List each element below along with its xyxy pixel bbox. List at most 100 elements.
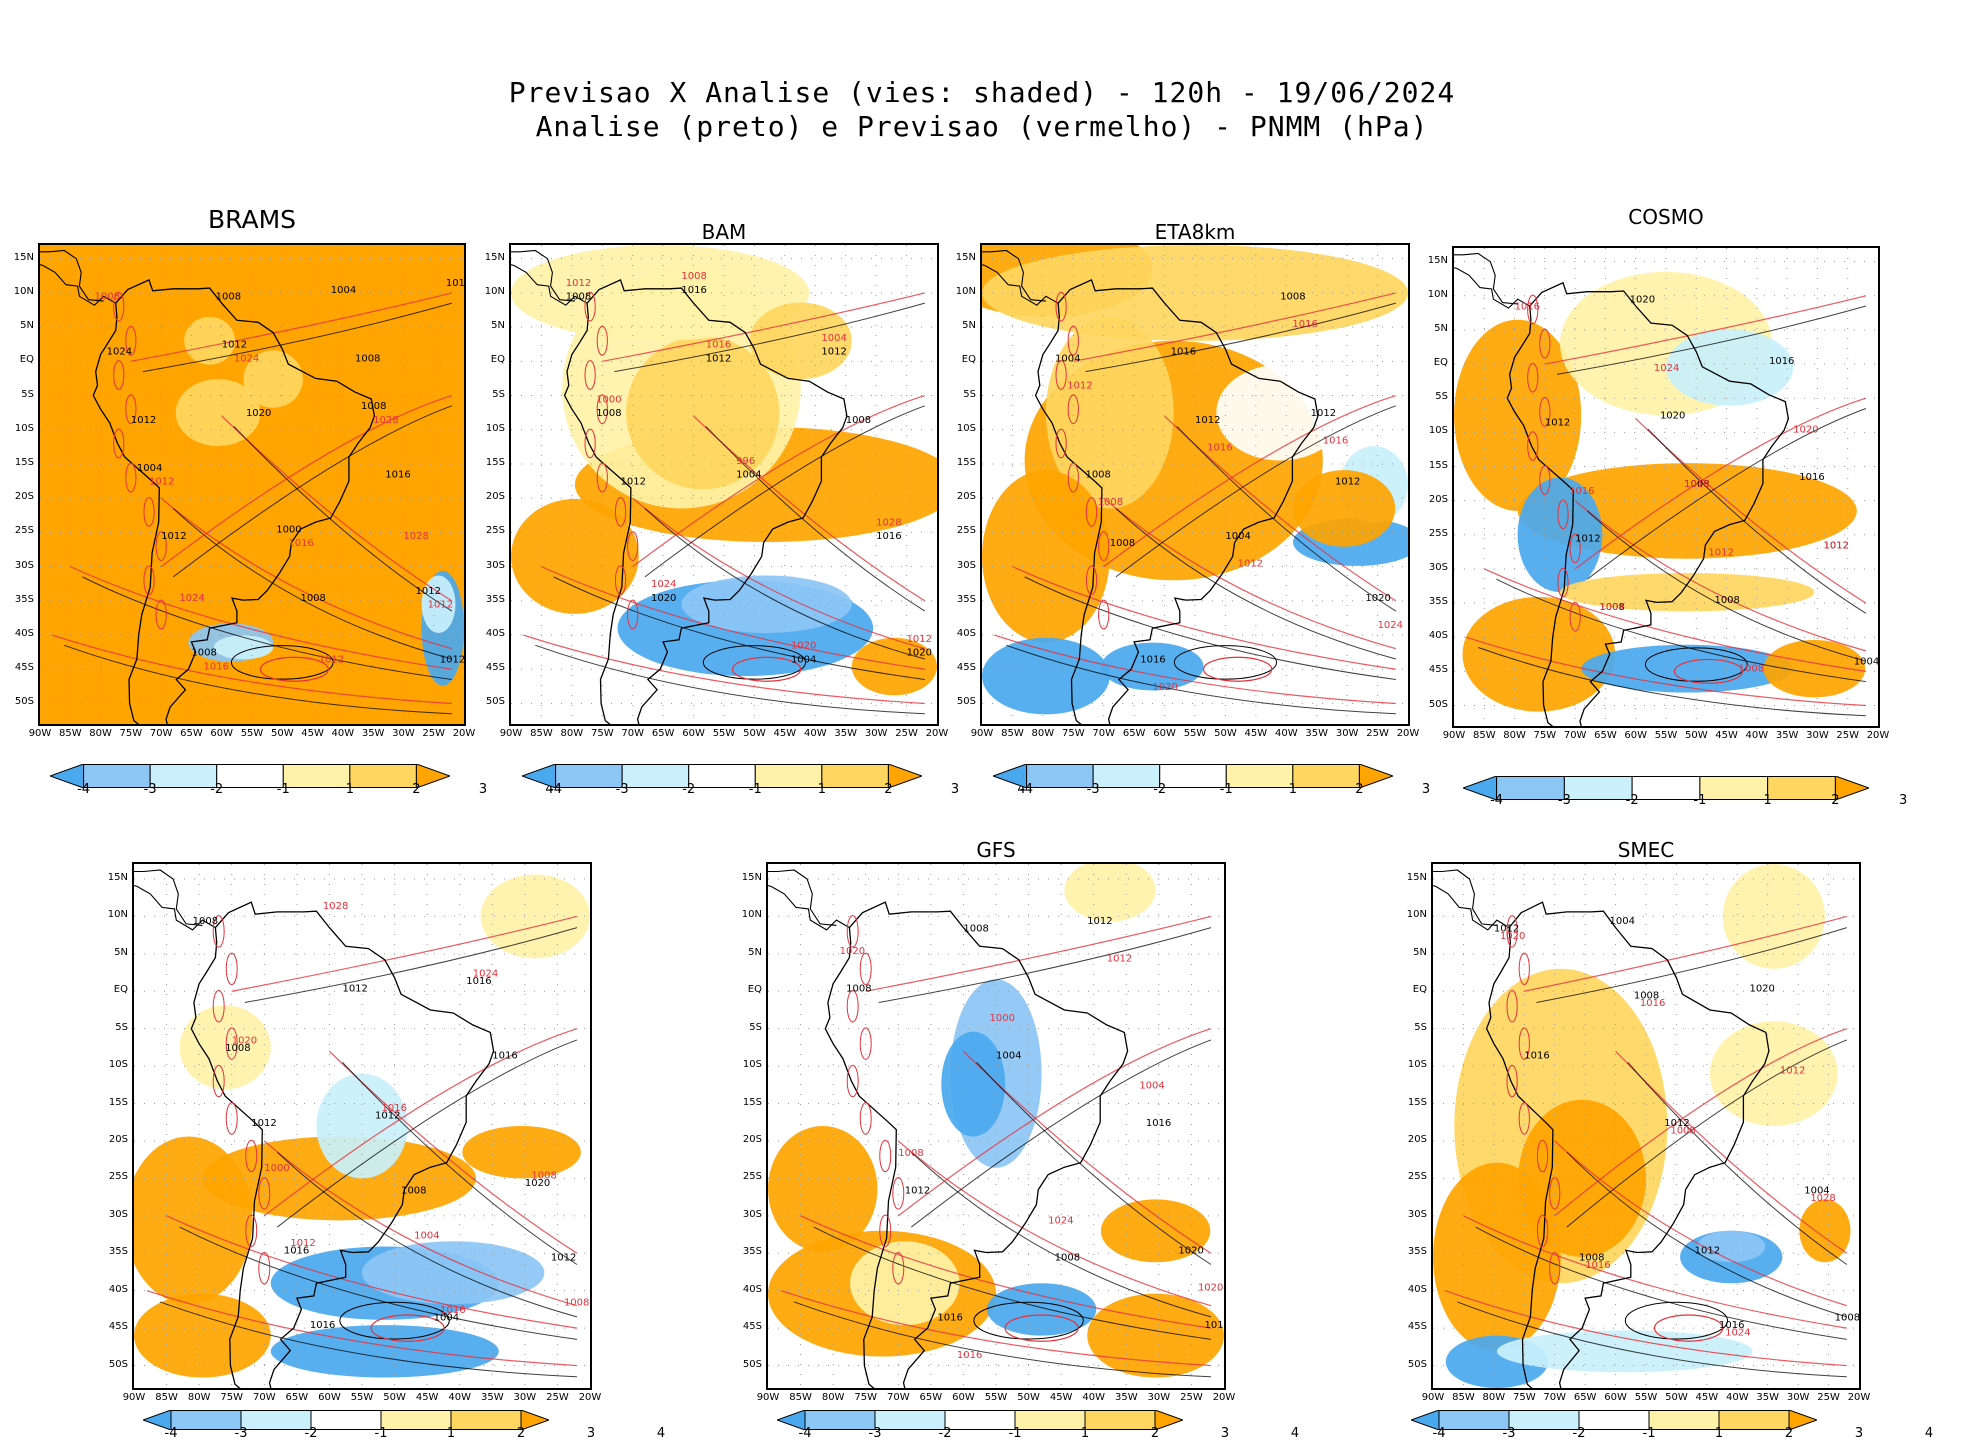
forecast-isobar-label: 1024	[1378, 620, 1403, 631]
latitude-tick-label: 25S	[1428, 527, 1448, 539]
longitude-tick-label: 70W	[149, 728, 173, 739]
latitude-tick-label: 5N	[1413, 946, 1427, 958]
longitude-tick-label: 30W	[1335, 728, 1359, 739]
bias-region	[1799, 1199, 1851, 1263]
forecast-isobar	[1518, 952, 1530, 986]
latitude-tick-label: 50S	[1407, 1358, 1427, 1370]
forecast-isobar	[522, 634, 925, 705]
bias-region	[1100, 1199, 1211, 1263]
longitude-tick-label: 25W	[1180, 1392, 1203, 1403]
analysis-isobar-label: 1012	[222, 340, 247, 351]
latitude-tick-label: 20S	[1407, 1133, 1427, 1145]
colorbar-label: 3	[1421, 782, 1431, 797]
longitude-tick-label: 25W	[546, 1392, 569, 1403]
forecast-isobar-label: 996	[736, 456, 755, 467]
forecast-isobar	[1098, 599, 1110, 630]
bias-region	[462, 1126, 581, 1179]
latitude-tick-label: 5S	[21, 388, 34, 400]
longitude-tick-label: 35W	[1305, 728, 1329, 739]
longitude-tick-label: 80W	[560, 728, 584, 739]
forecast-isobar	[800, 1215, 1212, 1329]
latitude-tick-label: 5S	[492, 388, 505, 400]
longitude-tick-label: 20W	[1396, 728, 1420, 739]
forecast-isobar	[627, 531, 639, 561]
forecast-isobar	[225, 1102, 238, 1135]
bias-region	[1517, 463, 1857, 559]
longitude-tick-label: 20W	[1847, 1392, 1871, 1403]
analysis-isobar-label: 1008	[1599, 602, 1624, 613]
forecast-isobar	[1539, 328, 1551, 359]
longitude-tick-label: 40W	[1745, 730, 1769, 741]
forecast-isobar-label: 1028	[1810, 1193, 1835, 1204]
longitude-tick-label: 60W	[210, 728, 234, 739]
map-canvas: 1008 1012 1012 1004 1008 1016 1020 1004 1008 1012…	[982, 245, 1408, 724]
forecast-isobar-label: 1020	[1198, 1283, 1223, 1294]
analysis-isobar-label: 1008	[1634, 991, 1659, 1002]
coastline-central-america	[1454, 252, 1530, 309]
forecast-isobar	[1518, 1027, 1530, 1060]
latitude-tick-label: 15N	[107, 871, 128, 883]
bias-region	[1709, 1021, 1838, 1126]
analysis-isobar-label: 1004	[1854, 657, 1878, 668]
colorbar-label: -2	[210, 782, 224, 797]
coastline-central-america	[134, 869, 216, 931]
longitude-tick-label: 85W	[155, 1392, 178, 1403]
latitude-tick-label: 45S	[1407, 1321, 1427, 1333]
latitude-tick-label: 45S	[956, 662, 976, 674]
latitude-tick-label: 10S	[485, 422, 505, 434]
longitude-tick-label: 75W	[1512, 1392, 1536, 1403]
latitude-tick-label: 15S	[108, 1096, 128, 1108]
latitude-tick-label: 35S	[485, 593, 505, 605]
longitude-tick-label: 40W	[1274, 728, 1298, 739]
bias-region	[184, 316, 236, 365]
latitude-tick-label: 50S	[1428, 698, 1448, 710]
bias-region	[982, 470, 1110, 643]
longitude-tick-label: 30W	[864, 728, 888, 739]
longitude-tick-label: 60W	[682, 728, 705, 739]
forecast-isobar	[1574, 397, 1867, 570]
forecast-isobar	[245, 1139, 258, 1173]
colorbar-label: 3	[1899, 793, 1908, 808]
bias-region	[316, 1073, 408, 1179]
forecast-isobar	[1055, 360, 1067, 390]
longitude-tick-label: 30W	[1147, 1392, 1171, 1403]
forecast-isobar-label: 1028	[373, 415, 398, 426]
analysis-isobar-label: 1008	[1835, 1313, 1859, 1324]
latitude-tick-label: 15N	[1406, 871, 1427, 883]
forecast-isobar-label: 1004	[1599, 602, 1624, 613]
analysis-isobar-label: 1012	[1195, 415, 1220, 426]
latitude-tick-label: 25S	[108, 1171, 128, 1183]
colorbar-label: -1	[748, 782, 762, 797]
latitude-tick-label: 50S	[742, 1358, 762, 1370]
forecast-isobar-label: 1016	[1207, 442, 1232, 453]
longitude-tick-label: 35W	[361, 728, 385, 739]
colorbar-label: -2	[682, 782, 696, 797]
forecast-isobar	[130, 292, 453, 362]
forecast-isobar	[596, 462, 608, 493]
latitude-tick-label: 5N	[1434, 322, 1448, 334]
forecast-isobar	[846, 990, 859, 1023]
analysis-isobar-label: 1008	[566, 292, 591, 303]
forecast-isobar	[146, 1290, 578, 1367]
latitude-tick-label: 35S	[108, 1246, 128, 1258]
latitude-tick-label: 5N	[20, 320, 34, 332]
bias-region	[243, 350, 303, 408]
latitude-tick-label: EQ	[113, 984, 128, 996]
analysis-isobar-label: 1016	[681, 285, 706, 296]
forecast-isobar-label: 1004	[1139, 1081, 1164, 1092]
forecast-isobar-label: 1020	[1793, 424, 1818, 435]
longitude-tick-label: 90W	[122, 1392, 146, 1403]
forecast-isobar-label: 1012	[566, 278, 591, 289]
forecast-isobar	[1506, 915, 1518, 948]
analysis-isobar-label: 1008	[596, 408, 621, 419]
colorbar-label: -4	[1490, 793, 1504, 808]
analysis-isobar-label: 1012	[621, 477, 646, 488]
forecast-isobar-label: 1016	[1569, 486, 1594, 497]
analysis-isobar-label: 1016	[1799, 472, 1824, 483]
forecast-isobar	[263, 1028, 578, 1217]
colorbar-label: 1	[817, 782, 826, 797]
analysis-isobar-label: 1008	[1085, 470, 1110, 481]
analysis-isobar-label: 1020	[246, 408, 271, 419]
forecast-isobar	[1067, 394, 1079, 425]
analysis-isobar-label: 1008	[300, 593, 325, 604]
